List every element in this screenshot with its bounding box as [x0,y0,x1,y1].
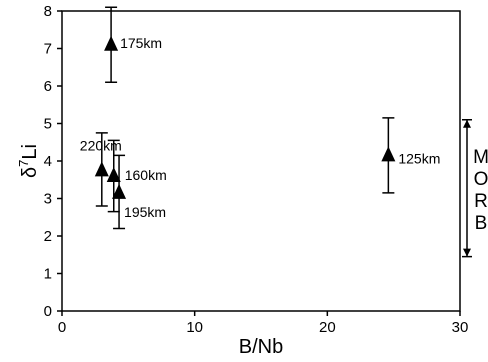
y-tick-label: 1 [44,266,52,283]
y-tick-label: 3 [44,191,52,208]
y-tick-label: 5 [44,116,52,133]
y-tick-label: 2 [44,228,52,245]
y-tick-label: 8 [44,3,52,20]
ticks: 0 10 20 30 0 1 2 3 4 5 6 7 8 [44,3,469,336]
triangle-marker [104,35,119,51]
x-tick-label: 30 [452,319,469,336]
x-tick-label: 0 [58,319,66,336]
morb-letter: M [473,147,488,168]
y-axis-label: δ7Li [16,144,41,178]
point-label: 125km [398,150,440,166]
y-tick-label: 0 [44,303,52,320]
x-axis-label: B/Nb [239,336,283,358]
triangle-marker [381,146,396,162]
morb-arrow-down [463,248,471,257]
point-label: 195km [124,204,166,220]
morb-arrow-up [463,119,471,128]
point-label: 175km [120,35,162,51]
y-tick-label: 7 [44,41,52,58]
point-label: 220km [80,137,122,153]
point-label: 160km [125,167,167,183]
y-tick-label: 6 [44,78,52,95]
triangle-marker [94,161,109,177]
y-tick-label: 4 [44,153,52,170]
data-points [94,35,396,199]
morb-letter: O [474,169,488,190]
x-tick-label: 10 [186,319,203,336]
triangle-marker [112,183,127,199]
triangle-marker [106,167,121,182]
morb-letter: R [474,191,488,212]
morb-letter: B [475,213,488,234]
x-tick-label: 20 [319,319,336,336]
